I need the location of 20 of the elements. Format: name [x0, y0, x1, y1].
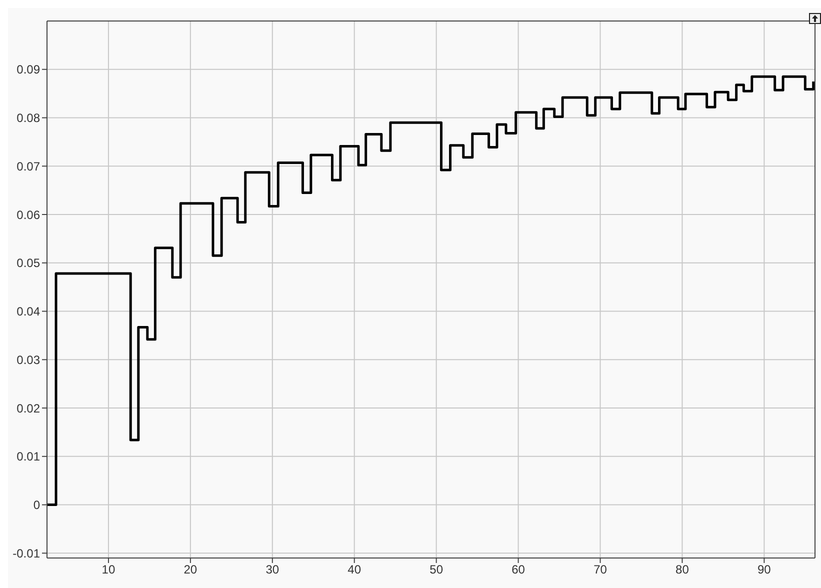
x-tick-label: 90	[758, 562, 772, 577]
y-tick-label: 0.08	[16, 111, 40, 126]
x-tick-label: 60	[512, 562, 526, 577]
y-tick-label: 0	[33, 498, 40, 512]
y-tick-label: -0.01	[12, 546, 40, 560]
y-tick-label: 0.03	[16, 352, 40, 367]
y-tick-label: 0.04	[16, 304, 40, 319]
y-tick-label: 0.06	[16, 208, 40, 222]
x-tick-label: 20	[184, 562, 198, 577]
y-tick-label: 0.09	[16, 62, 40, 77]
x-tick-label: 80	[676, 562, 690, 577]
x-tick-label: 50	[430, 562, 444, 577]
y-tick-label: 0.02	[16, 401, 40, 416]
y-tick-label: 0.07	[16, 159, 40, 174]
x-tick-label: 10	[102, 562, 116, 577]
x-tick-label: 70	[594, 562, 608, 577]
y-tick-label: 0.05	[16, 256, 40, 270]
x-tick-label: 30	[266, 562, 280, 577]
y-tick-label: 0.01	[16, 450, 40, 464]
x-tick-label: 40	[348, 562, 362, 577]
